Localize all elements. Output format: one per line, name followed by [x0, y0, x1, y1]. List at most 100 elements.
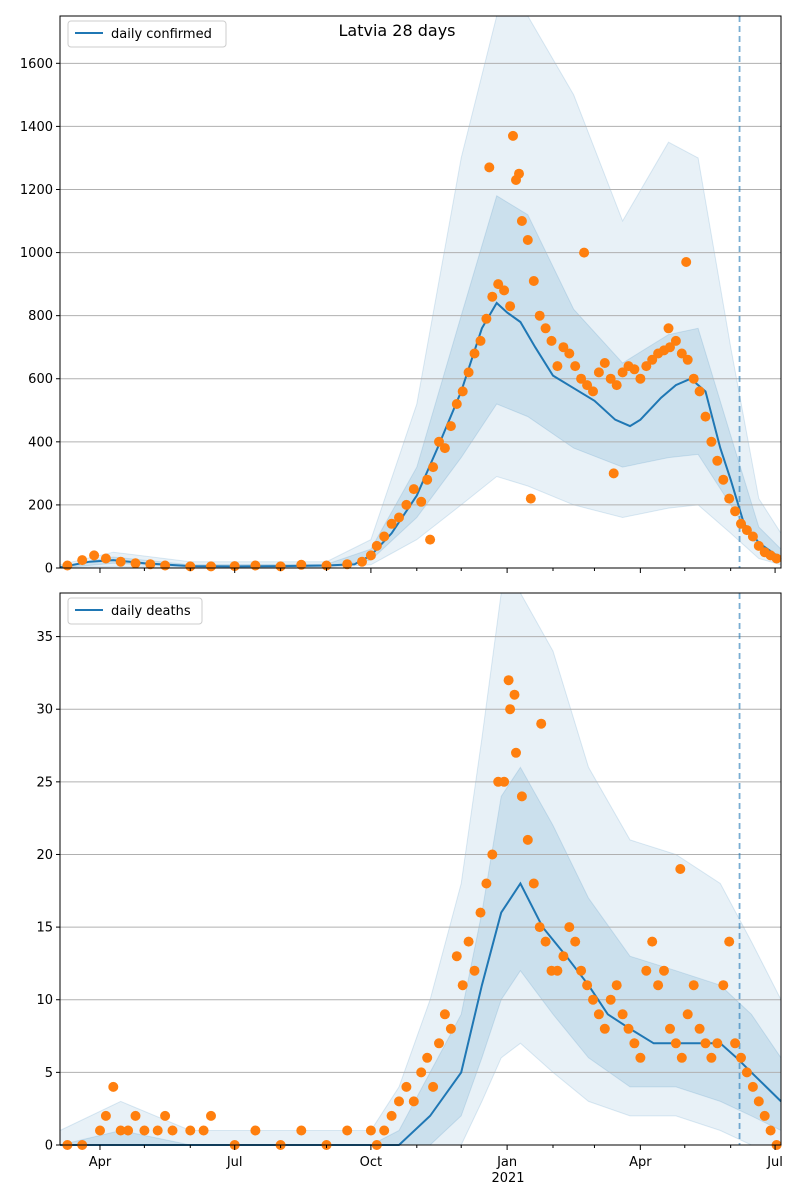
- deaths-data-point: [386, 1110, 397, 1121]
- deaths-data-point: [379, 1125, 390, 1136]
- x-tick-label: Jul: [766, 1155, 783, 1170]
- deaths-data-point: [401, 1081, 412, 1092]
- confirmed-data-point: [663, 323, 674, 334]
- deaths-data-point: [152, 1125, 163, 1136]
- confirmed-data-point: [522, 235, 533, 245]
- deaths-data-point: [481, 878, 492, 889]
- confirmed-data-point: [753, 540, 764, 551]
- confirmed-data-point: [508, 130, 518, 141]
- deaths-data-point: [599, 1023, 610, 1034]
- deaths-data-point: [503, 675, 514, 686]
- deaths-data-point: [675, 864, 686, 874]
- confirmed-data-point: [771, 553, 782, 564]
- deaths-y-tick-label: 10: [36, 993, 53, 1008]
- deaths-data-point: [747, 1081, 758, 1092]
- confirmed-data-point: [451, 399, 462, 409]
- deaths-data-point: [475, 907, 486, 918]
- confirmed-data-point: [525, 493, 536, 504]
- deaths-legend-box: [67, 597, 203, 625]
- deaths-data-point: [700, 1038, 711, 1049]
- deaths-data-point: [469, 965, 480, 976]
- confirmed-gridlines: [60, 62, 781, 506]
- confirmed-data-point: [724, 493, 735, 504]
- deaths-y-tick-label: 0: [45, 1139, 53, 1154]
- confirmed-data-point: [130, 558, 141, 569]
- deaths-data-point: [185, 1125, 196, 1136]
- deaths-data-point: [108, 1081, 119, 1092]
- confirmed-y-tick-label: 600: [28, 372, 53, 387]
- deaths-data-point: [487, 849, 498, 860]
- deaths-points: [62, 675, 782, 1150]
- deaths-data-point: [365, 1125, 376, 1136]
- deaths-data-point: [665, 1023, 675, 1034]
- deaths-data-point: [688, 980, 699, 991]
- deaths-data-point: [741, 1067, 752, 1078]
- confirmed-data-point: [357, 556, 367, 567]
- deaths-data-point: [605, 994, 616, 1005]
- deaths-data-point: [95, 1125, 105, 1136]
- confirmed-y-tick-label: 800: [28, 309, 53, 324]
- deaths-data-point: [558, 951, 569, 962]
- confirmed-data-point: [296, 559, 307, 570]
- deaths-data-point: [408, 1096, 419, 1107]
- deaths-data-point: [100, 1110, 111, 1121]
- confirmed-data-point: [160, 560, 171, 571]
- confirmed-data-point: [434, 436, 444, 447]
- deaths-y-tick-label: 20: [36, 848, 53, 863]
- confirmed-data-point: [475, 335, 486, 346]
- confirmed-y-tick-label: 0: [45, 562, 53, 577]
- chart-title: Latvia 28 days: [338, 21, 455, 40]
- deaths-data-point: [641, 965, 652, 976]
- deaths-data-point: [499, 776, 510, 787]
- deaths-data-point: [753, 1096, 764, 1107]
- confirmed-y-tick-label: 400: [28, 435, 53, 450]
- confirmed-data-point: [558, 342, 569, 353]
- confirmed-data-point: [514, 168, 524, 179]
- confirmed-data-point: [487, 291, 498, 302]
- confirmed-data-point: [484, 162, 495, 173]
- confirmed-data-point: [582, 380, 593, 391]
- confirmed-data-point: [629, 364, 640, 375]
- confirmed-data-point: [145, 559, 156, 570]
- confirmed-data-point: [730, 506, 741, 517]
- confirmed-points: [62, 130, 782, 572]
- confirmed-data-point: [641, 361, 652, 372]
- confirmed-data-point: [100, 553, 111, 564]
- deaths-data-point: [682, 1009, 693, 1020]
- confirmed-data-point: [605, 373, 616, 384]
- deaths-data-point: [342, 1125, 353, 1136]
- deaths-data-point: [730, 1038, 741, 1049]
- deaths-data-point: [676, 1052, 687, 1063]
- confirmed-data-point: [718, 474, 729, 485]
- deaths-data-point: [167, 1125, 178, 1136]
- confirmed-legend-box: [67, 20, 227, 48]
- confirmed-y-tick-label: 1200: [20, 183, 53, 198]
- deaths-data-point: [160, 1110, 171, 1121]
- confirmed-data-point: [564, 348, 575, 359]
- confirmed-data-point: [736, 518, 746, 529]
- confirmed-y-tick-label: 200: [28, 498, 53, 513]
- deaths-data-point: [123, 1125, 134, 1136]
- confirmed-axes-frame: [59, 15, 782, 569]
- deaths-data-point: [736, 1052, 746, 1063]
- deaths-data-point: [505, 704, 516, 715]
- confirmed-data-point: [185, 561, 196, 572]
- confirmed-data-point: [608, 468, 619, 479]
- deaths-data-point: [250, 1125, 261, 1136]
- confirmed-panel: 0 200 400 600 800 1000 1200 1400 1600 daily conf…: [20, 15, 782, 577]
- confirmed-data-point: [676, 348, 687, 359]
- deaths-data-point: [394, 1096, 404, 1107]
- confirmed-data-point: [516, 216, 527, 226]
- confirmed-data-point: [611, 380, 622, 391]
- x-tick-label: Jan: [496, 1155, 517, 1170]
- confirmed-data-point: [741, 525, 752, 536]
- deaths-data-point: [522, 834, 533, 845]
- deaths-data-point: [198, 1125, 209, 1136]
- deaths-y-tick-label: 15: [36, 921, 53, 936]
- deaths-data-point: [416, 1067, 427, 1078]
- confirmed-data-point: [408, 484, 419, 495]
- deaths-axes-frame: [59, 592, 782, 1146]
- confirmed-data-point: [445, 421, 456, 432]
- x-axis-labels: Apr Jul Oct Jan Apr Jul: [89, 1155, 783, 1170]
- confirmed-data-point: [665, 342, 675, 353]
